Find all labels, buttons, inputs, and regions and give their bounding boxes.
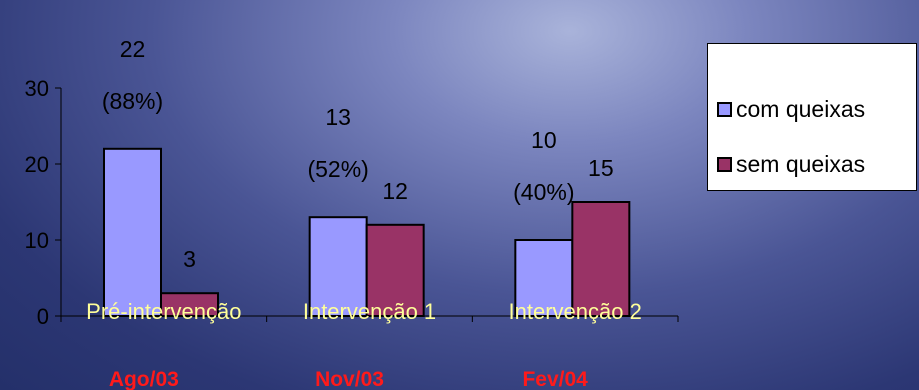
data-label-2-0: 10 bbox=[531, 127, 557, 153]
bar-1-0 bbox=[308, 216, 368, 317]
y-tick-label-20: 20 bbox=[25, 152, 49, 177]
legend-item-com-queixas: com queixas bbox=[717, 94, 865, 124]
data-label-0-0: 22 bbox=[120, 36, 146, 62]
y-tick-label-0: 0 bbox=[37, 304, 49, 329]
y-tick-label-30: 30 bbox=[25, 76, 49, 101]
bar-2-0 bbox=[514, 239, 574, 317]
pct-label-1: (52%) bbox=[307, 156, 368, 182]
pct-label-2: (40%) bbox=[513, 179, 574, 205]
data-label-1-0: 13 bbox=[325, 104, 351, 130]
legend: com queixas sem queixas bbox=[707, 43, 917, 191]
bar-2-1 bbox=[571, 201, 631, 317]
date-label-1: Nov/03 bbox=[315, 368, 384, 390]
legend-label-sem-queixas: sem queixas bbox=[736, 150, 866, 177]
data-label-0-1: 3 bbox=[183, 246, 196, 272]
legend-item-sem-queixas: sem queixas bbox=[717, 149, 865, 179]
bar-0-1 bbox=[160, 292, 219, 318]
bars bbox=[103, 147, 631, 318]
legend-swatch-com-queixas bbox=[717, 101, 732, 117]
data-labels: 22 (88%) 3 13 (52%) 12 10 (40%) 15 bbox=[102, 36, 614, 272]
category-labels: Pré-intervenção Ago/03 Intervenção 1 Nov/03… bbox=[86, 299, 642, 390]
category-label-2: Intervenção 2 bbox=[509, 299, 642, 324]
legend-swatch-sem-queixas bbox=[717, 156, 732, 172]
data-label-2-1: 15 bbox=[588, 155, 614, 181]
pct-label-0: (88%) bbox=[102, 88, 163, 114]
bar-0-0 bbox=[103, 147, 162, 317]
legend-label-com-queixas: com queixas bbox=[736, 95, 866, 122]
y-axis: 0 10 20 30 bbox=[25, 76, 62, 329]
category-label-0: Pré-intervenção bbox=[86, 299, 241, 324]
date-label-0: Ago/03 bbox=[109, 368, 179, 390]
y-tick-label-10: 10 bbox=[25, 228, 49, 253]
bar-1-1 bbox=[365, 223, 425, 317]
date-label-2: Fev/04 bbox=[522, 368, 588, 390]
category-label-1: Intervenção 1 bbox=[303, 299, 436, 324]
data-label-1-1: 12 bbox=[382, 178, 408, 204]
